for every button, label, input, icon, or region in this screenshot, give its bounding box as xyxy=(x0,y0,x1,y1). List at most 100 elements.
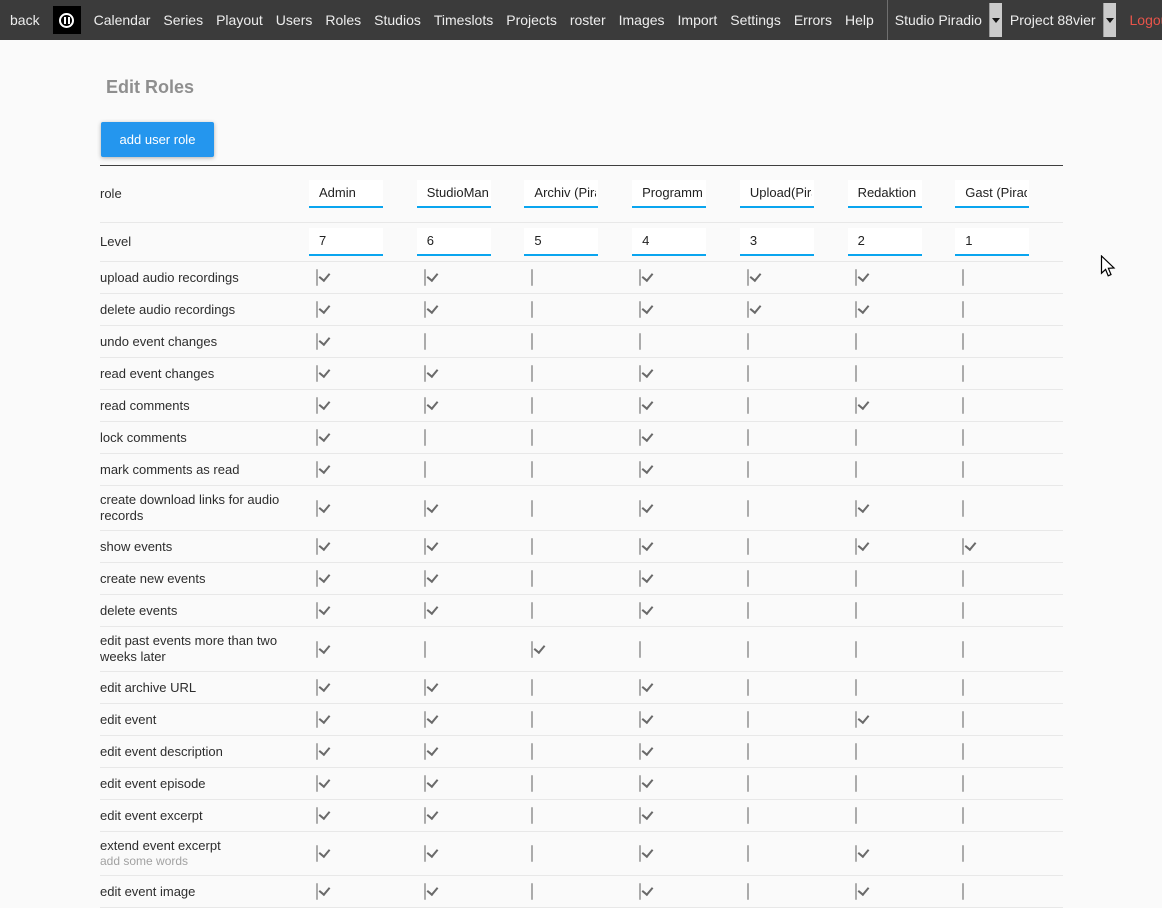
permission-checkbox[interactable] xyxy=(962,845,965,862)
add-user-role-button[interactable]: add user role xyxy=(101,122,214,157)
permission-checkbox[interactable] xyxy=(962,570,965,587)
permission-checkbox[interactable] xyxy=(639,711,642,728)
permission-checkbox[interactable] xyxy=(423,333,426,350)
permission-checkbox[interactable] xyxy=(854,365,857,382)
permission-checkbox[interactable] xyxy=(746,775,749,792)
permission-checkbox[interactable] xyxy=(962,499,965,517)
permission-checkbox[interactable] xyxy=(962,538,965,555)
permission-checkbox[interactable] xyxy=(854,269,857,286)
permission-checkbox[interactable] xyxy=(962,640,965,658)
permission-checkbox[interactable] xyxy=(423,397,426,414)
permission-checkbox[interactable] xyxy=(423,845,426,862)
permission-checkbox[interactable] xyxy=(531,365,534,382)
permission-checkbox[interactable] xyxy=(423,775,426,792)
permission-checkbox[interactable] xyxy=(746,429,749,446)
permission-checkbox[interactable] xyxy=(316,807,318,824)
permission-checkbox[interactable] xyxy=(962,679,965,696)
permission-checkbox[interactable] xyxy=(746,461,749,478)
permission-checkbox[interactable] xyxy=(316,461,318,478)
nav-item-settings[interactable]: Settings xyxy=(730,12,781,28)
permission-checkbox[interactable] xyxy=(854,461,857,478)
nav-item-errors[interactable]: Errors xyxy=(793,12,832,28)
permission-checkbox[interactable] xyxy=(746,602,749,619)
permission-checkbox[interactable] xyxy=(746,333,749,350)
permission-checkbox[interactable] xyxy=(854,397,857,414)
permission-checkbox[interactable] xyxy=(531,807,534,824)
permission-checkbox[interactable] xyxy=(531,499,534,517)
permission-checkbox[interactable] xyxy=(746,365,749,382)
permission-checkbox[interactable] xyxy=(962,711,965,728)
permission-checkbox[interactable] xyxy=(531,679,534,696)
permission-checkbox[interactable] xyxy=(854,570,857,587)
permission-checkbox[interactable] xyxy=(962,269,965,286)
permission-checkbox[interactable] xyxy=(746,711,749,728)
nav-item-users[interactable]: Users xyxy=(275,12,313,28)
permission-checkbox[interactable] xyxy=(531,570,534,587)
permission-checkbox[interactable] xyxy=(639,807,642,824)
permission-checkbox[interactable] xyxy=(854,775,857,792)
permission-checkbox[interactable] xyxy=(746,640,749,658)
permission-checkbox[interactable] xyxy=(531,301,534,318)
permission-checkbox[interactable] xyxy=(316,429,318,446)
nav-item-roles[interactable]: Roles xyxy=(325,12,362,28)
permission-checkbox[interactable] xyxy=(962,333,965,350)
nav-item-images[interactable]: Images xyxy=(618,12,665,28)
level-input-0[interactable] xyxy=(309,228,383,256)
nav-item-series[interactable]: Series xyxy=(163,12,204,28)
permission-checkbox[interactable] xyxy=(531,269,534,286)
permission-checkbox[interactable] xyxy=(531,333,534,350)
permission-checkbox[interactable] xyxy=(854,640,857,658)
permission-checkbox[interactable] xyxy=(854,301,857,318)
permission-checkbox[interactable] xyxy=(316,538,318,555)
permission-checkbox[interactable] xyxy=(423,640,426,658)
studio-select[interactable]: Studio Piradio xyxy=(895,3,1002,37)
permission-checkbox[interactable] xyxy=(746,499,749,517)
permission-checkbox[interactable] xyxy=(746,397,749,414)
role-name-input-1[interactable] xyxy=(416,180,491,208)
level-input-5[interactable] xyxy=(847,228,922,256)
role-name-input-4[interactable] xyxy=(739,180,814,208)
permission-checkbox[interactable] xyxy=(746,538,749,555)
nav-item-roster[interactable]: roster xyxy=(569,12,606,28)
permission-checkbox[interactable] xyxy=(423,301,426,318)
permission-checkbox[interactable] xyxy=(854,807,857,824)
permission-checkbox[interactable] xyxy=(639,269,642,286)
permission-checkbox[interactable] xyxy=(316,775,318,792)
level-input-1[interactable] xyxy=(416,228,491,256)
permission-checkbox[interactable] xyxy=(316,883,318,900)
permission-checkbox[interactable] xyxy=(316,333,318,350)
permission-checkbox[interactable] xyxy=(854,602,857,619)
role-name-input-0[interactable] xyxy=(309,180,383,208)
permission-checkbox[interactable] xyxy=(531,397,534,414)
permission-checkbox[interactable] xyxy=(316,499,318,517)
permission-checkbox[interactable] xyxy=(316,711,318,728)
permission-checkbox[interactable] xyxy=(423,429,426,446)
permission-checkbox[interactable] xyxy=(423,679,426,696)
permission-checkbox[interactable] xyxy=(531,845,534,862)
permission-checkbox[interactable] xyxy=(316,301,318,318)
permission-checkbox[interactable] xyxy=(962,602,965,619)
permission-checkbox[interactable] xyxy=(854,333,857,350)
permission-checkbox[interactable] xyxy=(531,640,534,658)
permission-checkbox[interactable] xyxy=(531,743,534,760)
permission-checkbox[interactable] xyxy=(639,397,642,414)
permission-checkbox[interactable] xyxy=(531,602,534,619)
permission-checkbox[interactable] xyxy=(854,429,857,446)
permission-checkbox[interactable] xyxy=(316,269,318,286)
permission-checkbox[interactable] xyxy=(531,711,534,728)
permission-checkbox[interactable] xyxy=(531,883,534,900)
nav-back-link[interactable]: back xyxy=(10,12,40,28)
permission-checkbox[interactable] xyxy=(962,775,965,792)
permission-checkbox[interactable] xyxy=(639,333,642,350)
level-input-3[interactable] xyxy=(632,228,707,256)
permission-checkbox[interactable] xyxy=(531,461,534,478)
permission-checkbox[interactable] xyxy=(639,429,642,446)
project-select-strip[interactable] xyxy=(1102,3,1116,37)
permission-checkbox[interactable] xyxy=(423,538,426,555)
permission-checkbox[interactable] xyxy=(962,807,965,824)
permission-checkbox[interactable] xyxy=(423,499,426,517)
permission-checkbox[interactable] xyxy=(854,538,857,555)
permission-checkbox[interactable] xyxy=(639,365,642,382)
nav-item-studios[interactable]: Studios xyxy=(374,12,421,28)
permission-checkbox[interactable] xyxy=(962,365,965,382)
